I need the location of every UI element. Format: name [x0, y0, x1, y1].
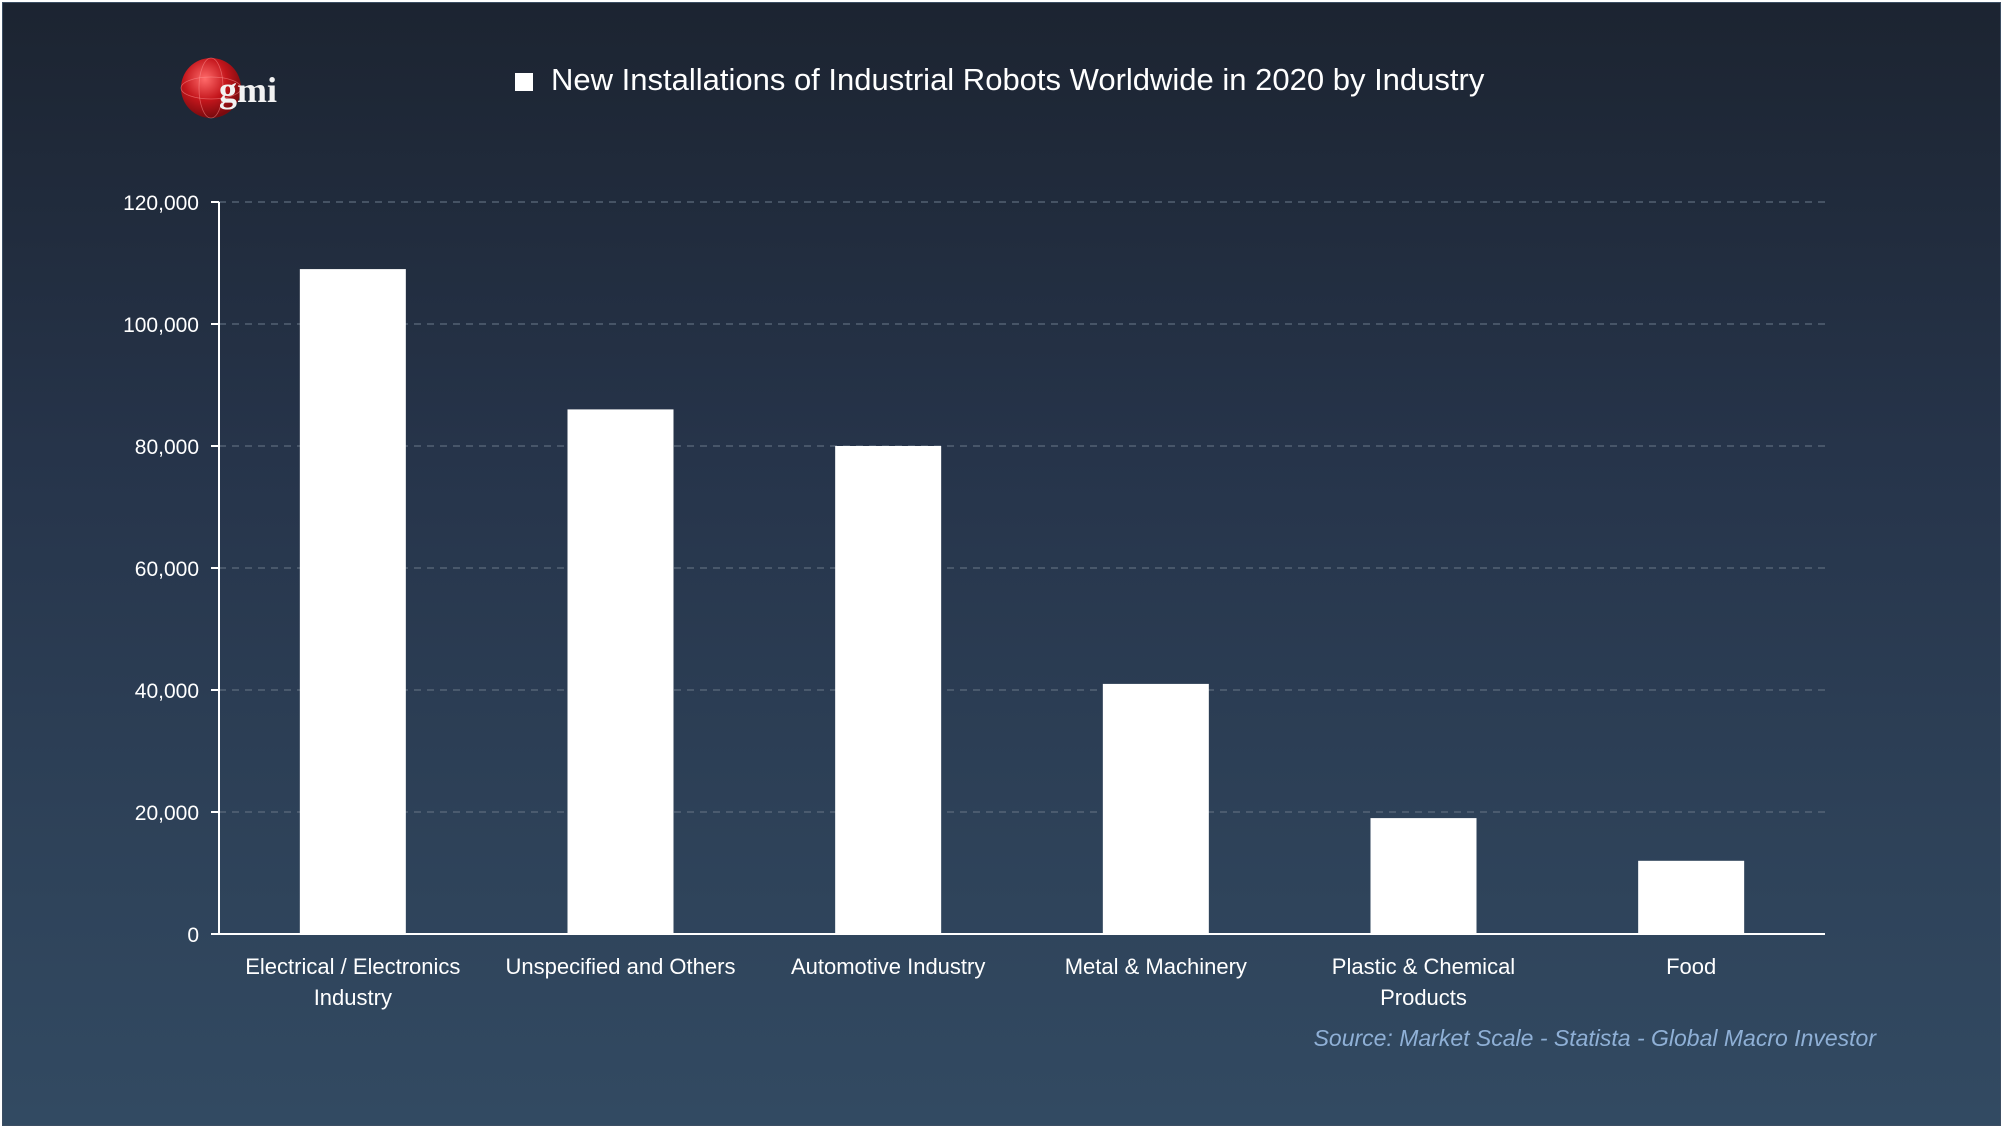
chart-legend: New Installations of Industrial Robots W…: [515, 57, 1484, 103]
y-tick-label: 100,000: [123, 314, 199, 337]
source-note: Source: Market Scale - Statista - Global…: [1313, 1025, 1876, 1051]
bar: [1102, 683, 1209, 934]
y-tick-label: 0: [187, 924, 199, 947]
axes: [211, 201, 1825, 935]
gmi-logo: gmi: [180, 57, 277, 119]
globe-icon: [181, 58, 241, 118]
bar: [835, 446, 942, 934]
bar-chart: 020,00040,00060,00080,000100,000120,000 …: [123, 192, 1825, 1010]
legend-label: New Installations of Industrial Robots W…: [551, 62, 1485, 97]
bar: [299, 269, 406, 935]
y-tick-label: 120,000: [123, 192, 199, 215]
bar: [1638, 860, 1745, 934]
x-tick-label: Electrical / Electronics Industry: [245, 954, 460, 1010]
x-axis-labels: Electrical / Electronics Industry Unspecif…: [245, 954, 1716, 1010]
x-tick-label: Plastic & Chemical Products: [1332, 954, 1515, 1010]
y-tick-label: 40,000: [135, 680, 199, 703]
grid-lines: [219, 201, 1825, 813]
x-tick-label: Automotive Industry: [791, 954, 985, 979]
y-tick-label: 80,000: [135, 436, 199, 459]
x-tick-label: Food: [1666, 954, 1716, 979]
bar: [567, 409, 674, 934]
y-tick-label: 20,000: [135, 802, 199, 825]
x-tick-label: Unspecified and Others: [506, 954, 736, 979]
bars: [299, 269, 1745, 935]
y-tick-label: 60,000: [135, 558, 199, 581]
y-axis-labels: 0 20,000 40,000 60,000 80,000 100,000 120,000: [123, 192, 199, 947]
x-tick-label: Metal & Machinery: [1065, 954, 1247, 979]
legend-swatch: [515, 73, 533, 91]
bar: [1370, 818, 1477, 934]
logo-text: gmi: [219, 70, 277, 110]
